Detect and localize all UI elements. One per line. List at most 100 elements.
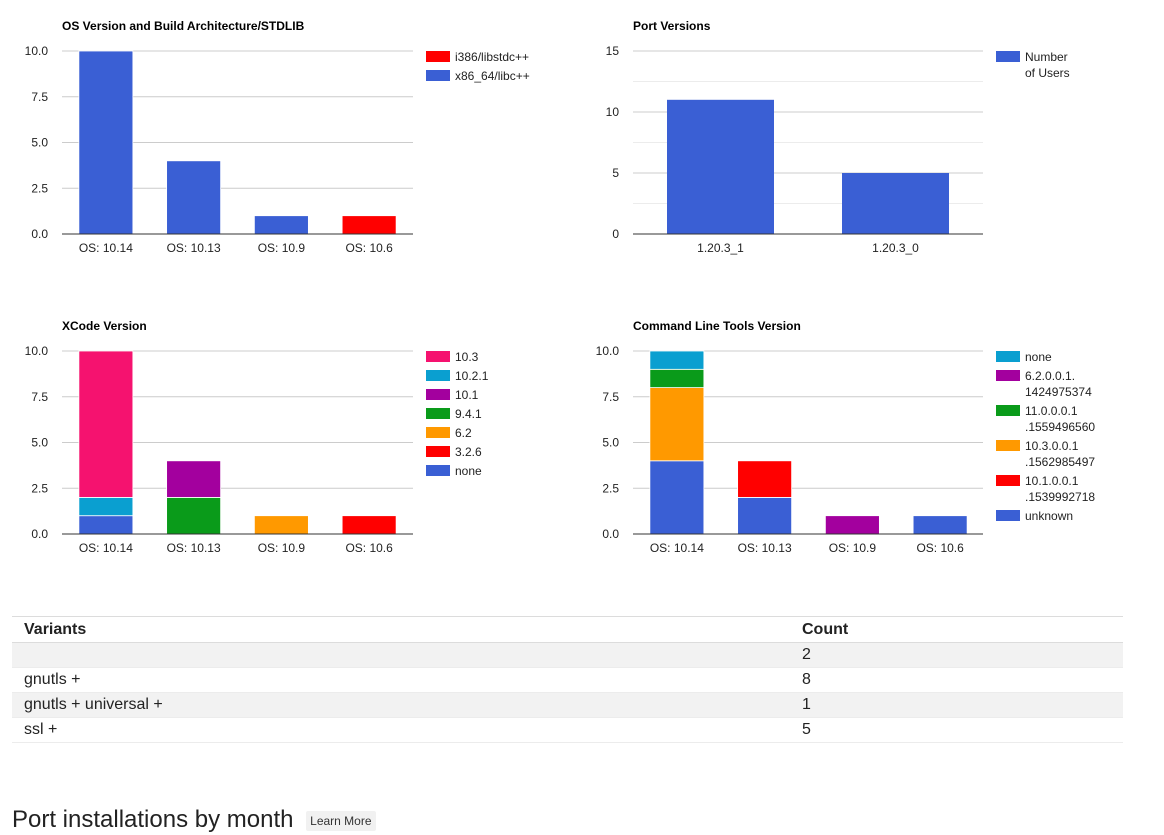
count-cell: 8: [790, 667, 1123, 693]
count-cell: 5: [790, 717, 1123, 743]
bar-segment: [166, 160, 222, 235]
legend-item: unknown: [996, 509, 1073, 523]
legend-item: 9.4.1: [426, 407, 482, 421]
bar-segment: [667, 99, 774, 234]
y-tick-label: 10: [606, 105, 620, 119]
chart-title: OS Version and Build Architecture/STDLIB: [62, 19, 305, 33]
legend-swatch: [996, 351, 1020, 362]
bar-segment: [649, 368, 705, 388]
chart-title: Command Line Tools Version: [633, 319, 801, 333]
legend-swatch: [426, 51, 450, 62]
legend-item: Number of Users: [996, 50, 1070, 80]
bar-segment: [166, 496, 222, 535]
chart-clt: Command Line Tools Version 0.0 2.5 5.0 7.5 10…: [596, 319, 1096, 555]
table-row: ssl + 5: [12, 717, 1123, 743]
chart-xcode: XCode Version 0.0 2.5 5.0 7.5 10.0 OS: 10.14 OS…: [25, 319, 489, 555]
bar-segment: [78, 50, 134, 235]
variants-table: Variants Count 2 gnutls + 8 gnutls + uni…: [12, 616, 1123, 743]
legend-label: 9.4.1: [455, 407, 482, 421]
legend-swatch: [996, 475, 1020, 486]
legend-swatch: [996, 370, 1020, 381]
x-tick-label: 1.20.3_1: [697, 241, 744, 255]
legend-label: 11.0.0.0.1: [1025, 404, 1078, 418]
legend-label: x86_64/libc++: [455, 69, 530, 83]
legend-swatch: [996, 510, 1020, 521]
legend-item: none: [996, 350, 1052, 364]
bar-segment: [78, 350, 134, 498]
x-tick-label: 1.20.3_0: [872, 241, 919, 255]
y-tick-label: 0.0: [602, 527, 619, 541]
bar-segment: [341, 215, 397, 235]
legend-swatch: [996, 440, 1020, 451]
legend-label: unknown: [1025, 509, 1073, 523]
bar-segment: [737, 460, 793, 498]
legend-item: x86_64/libc++: [426, 69, 530, 83]
legend-item: 10.1: [426, 388, 479, 402]
legend-item: 10.2.1: [426, 369, 489, 383]
legend-item: 6.2: [426, 426, 472, 440]
bar-segment: [78, 515, 134, 535]
y-tick-label: 10.0: [596, 344, 620, 358]
count-cell: 1: [790, 692, 1123, 718]
y-tick-label: 7.5: [31, 390, 48, 404]
legend-swatch: [996, 51, 1020, 62]
legend-swatch: [426, 446, 450, 457]
legend-label: 6.2.0.0.1.: [1025, 369, 1075, 383]
legend-item: 10.3.0.0.1 .1562985497: [996, 439, 1095, 469]
legend-item: 10.3: [426, 350, 479, 364]
x-tick-label: OS: 10.6: [345, 241, 393, 255]
bar-segment: [649, 350, 705, 370]
x-tick-label: OS: 10.9: [258, 241, 306, 255]
y-tick-label: 2.5: [602, 481, 619, 495]
y-tick-label: 2.5: [31, 181, 48, 195]
learn-more-button[interactable]: Learn More: [306, 810, 376, 831]
legend-label: .1559496560: [1025, 420, 1095, 434]
legend-label: none: [1025, 350, 1052, 364]
chart-title: Port Versions: [633, 19, 711, 33]
chart-os: OS Version and Build Architecture/STDLIB…: [25, 19, 530, 255]
legend-label: Number: [1025, 50, 1068, 64]
charts-area: OS Version and Build Architecture/STDLIB…: [25, 19, 1096, 555]
chart-port: Port Versions 0 5 10 15 1.20.3_1 1.20.3_0 Numbe…: [606, 19, 1070, 255]
legend-swatch: [426, 351, 450, 362]
legend-label: 1424975374: [1025, 385, 1092, 399]
bar-segment: [166, 460, 222, 498]
table-row: gnutls + universal + 1: [12, 692, 1123, 718]
bar-segment: [824, 515, 880, 535]
y-tick-label: 0.0: [31, 227, 48, 241]
legend-swatch: [996, 405, 1020, 416]
legend-swatch: [426, 427, 450, 438]
legend-item: 10.1.0.0.1 .1539992718: [996, 474, 1095, 504]
legend-item: 3.2.6: [426, 445, 482, 459]
legend-label: .1562985497: [1025, 455, 1095, 469]
x-tick-label: OS: 10.6: [916, 541, 964, 555]
y-tick-label: 5: [612, 166, 619, 180]
x-tick-label: OS: 10.14: [650, 541, 704, 555]
x-tick-label: OS: 10.9: [829, 541, 877, 555]
bar-segment: [253, 215, 309, 235]
legend-label: 10.1: [455, 388, 479, 402]
bar-segment: [842, 173, 949, 234]
legend-label: i386/libstdc++: [455, 50, 529, 64]
bar-segment: [253, 515, 309, 535]
legend-label: 3.2.6: [455, 445, 482, 459]
x-tick-label: OS: 10.13: [738, 541, 792, 555]
bar-segment: [649, 460, 705, 535]
variant-cell: gnutls +: [12, 667, 790, 693]
legend-item: 11.0.0.0.1 .1559496560: [996, 404, 1095, 434]
bar-segment: [737, 496, 793, 535]
legend-item: none: [426, 464, 482, 478]
variant-cell: ssl +: [12, 717, 790, 743]
legend-label: 10.2.1: [455, 369, 489, 383]
y-tick-label: 0: [612, 227, 619, 241]
y-tick-label: 0.0: [31, 527, 48, 541]
variants-header-row: Variants Count: [12, 616, 1123, 643]
legend-label: .1539992718: [1025, 490, 1095, 504]
y-tick-label: 5.0: [602, 436, 619, 450]
x-tick-label: OS: 10.6: [345, 541, 393, 555]
y-tick-label: 15: [606, 44, 620, 58]
count-column-header: Count: [790, 616, 1123, 643]
table-row: 2: [12, 642, 1123, 668]
y-tick-label: 5.0: [31, 436, 48, 450]
variant-cell: gnutls + universal +: [12, 692, 790, 718]
